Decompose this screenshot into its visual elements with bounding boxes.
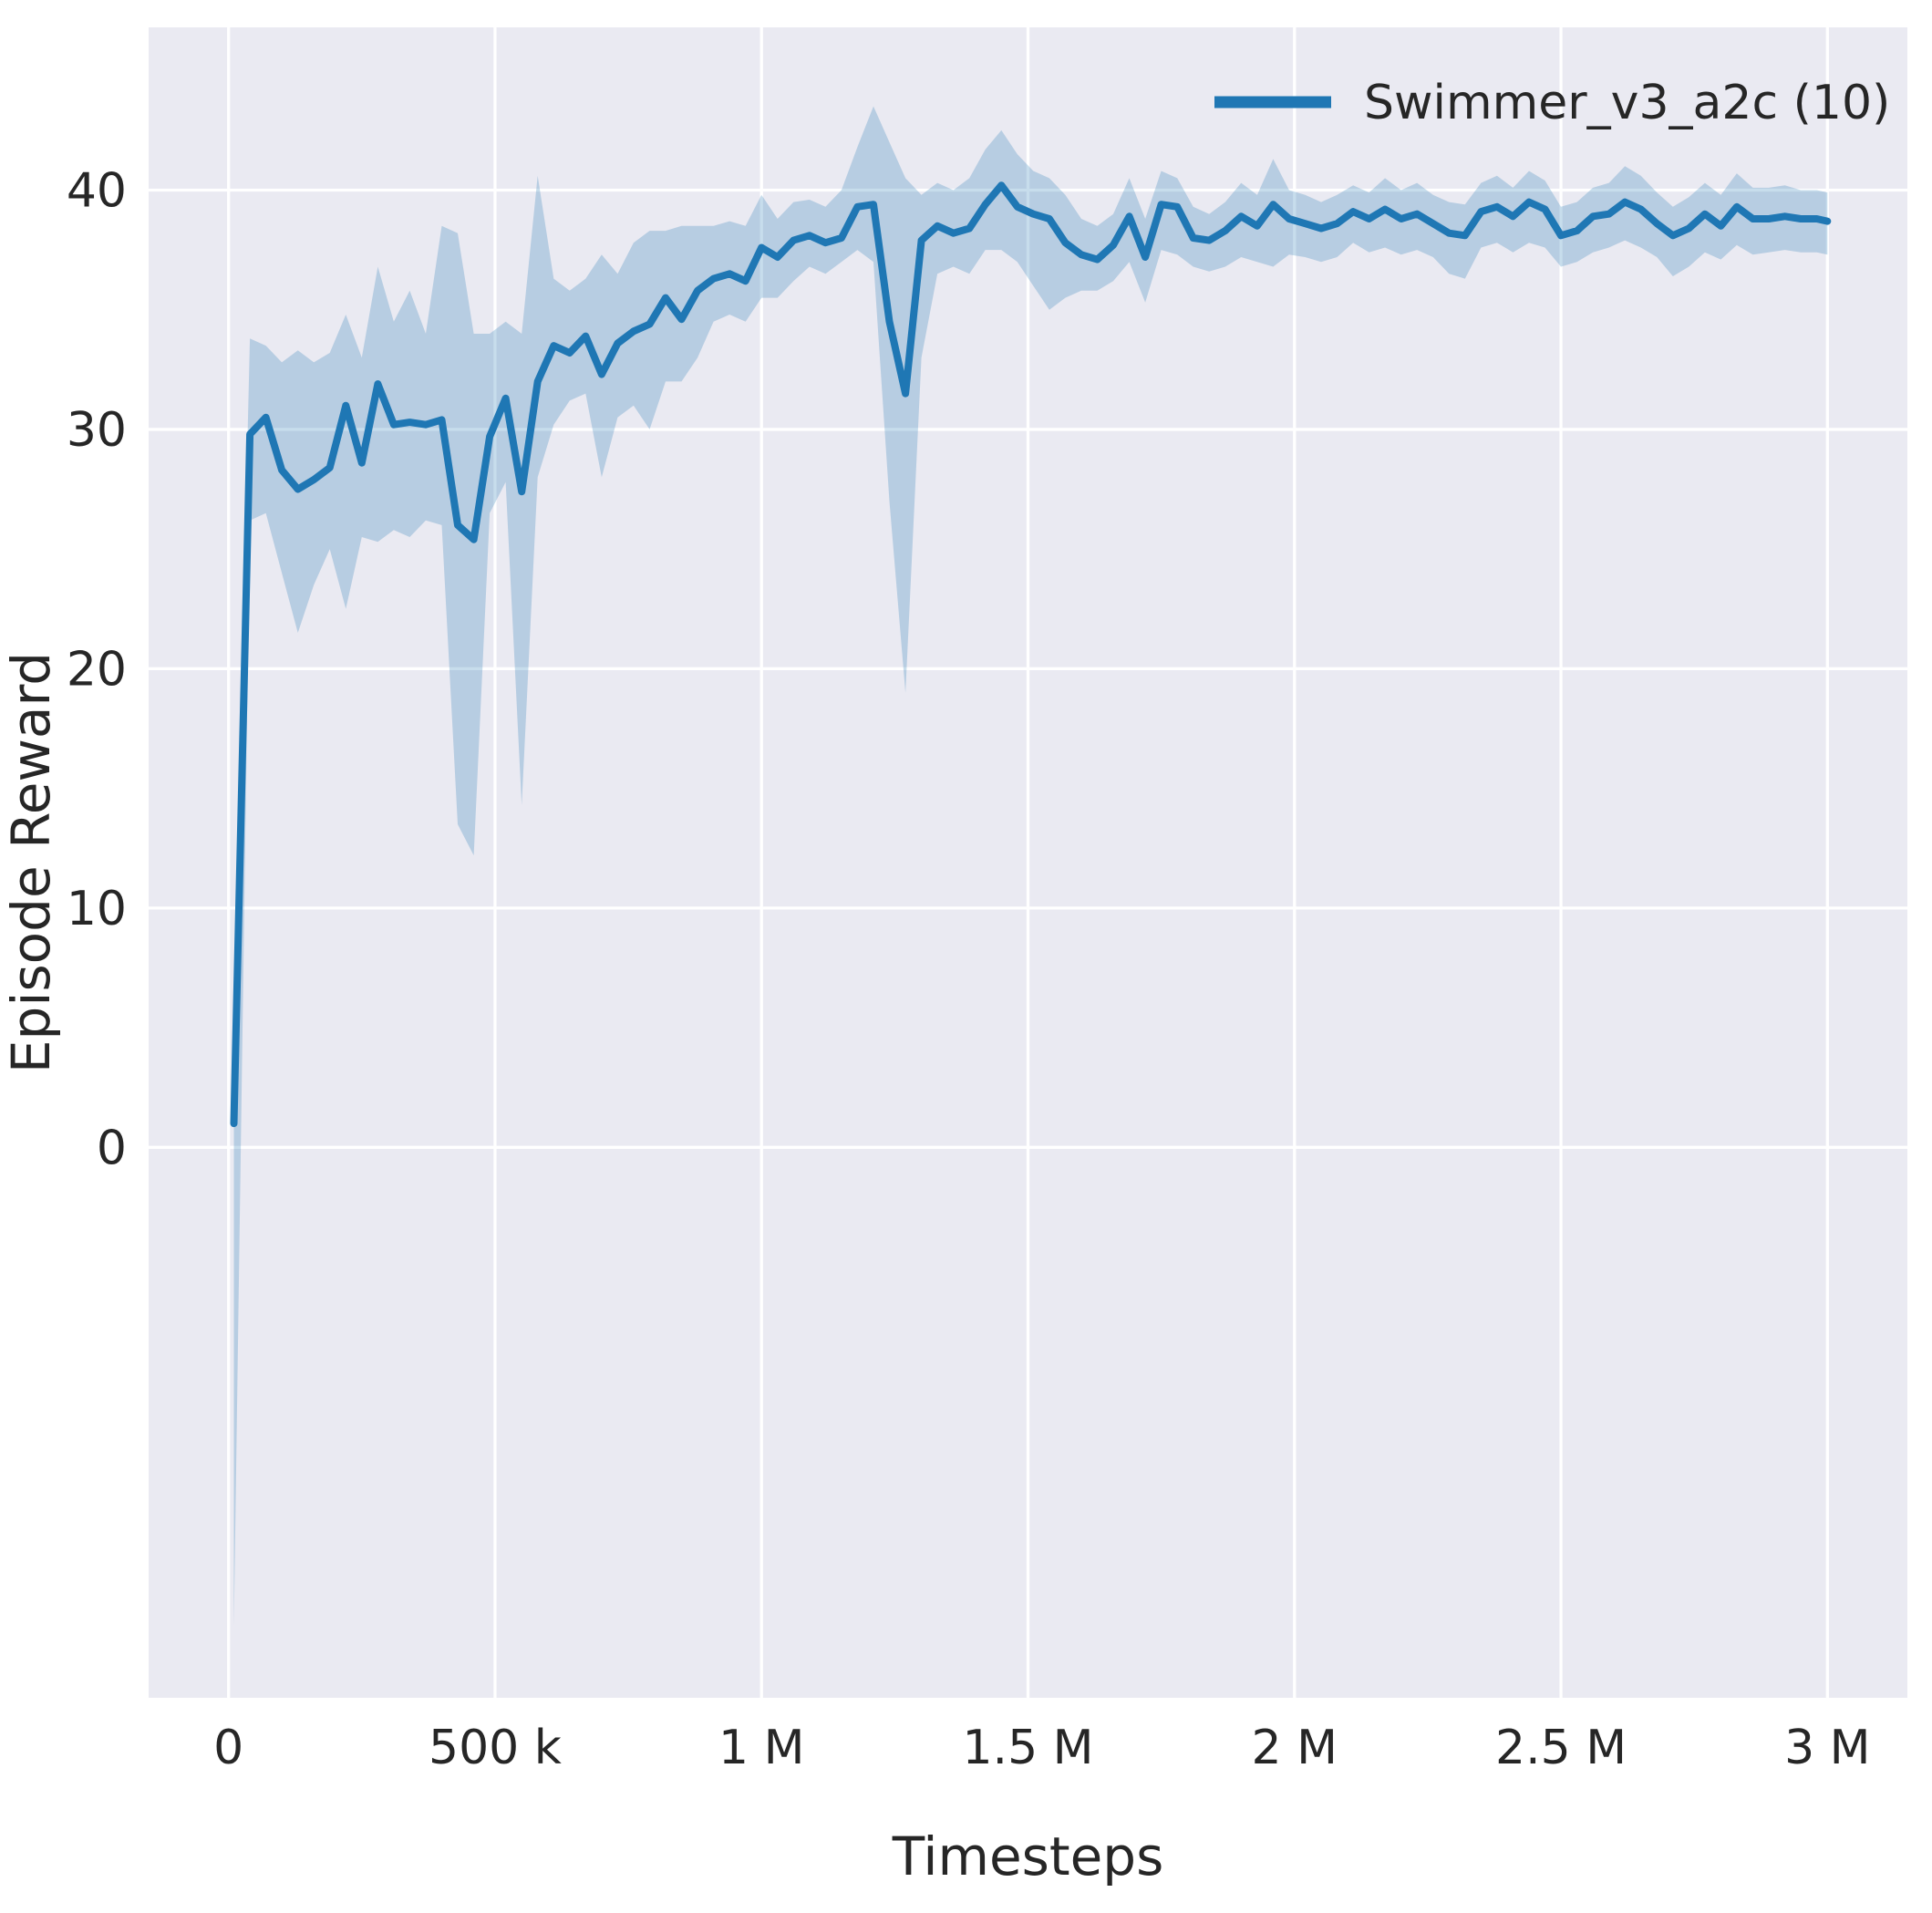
y-axis-label: Episode Reward: [0, 652, 62, 1073]
legend: Swimmer_v3_a2c (10): [1214, 76, 1890, 130]
x-tick-label: 1.5 M: [962, 1721, 1093, 1775]
y-tick-label: 20: [67, 642, 127, 697]
x-tick-label: 1 M: [718, 1721, 804, 1775]
y-tick-label: 0: [97, 1121, 127, 1175]
y-tick-label: 40: [67, 163, 127, 218]
confidence-band: [233, 106, 1828, 1627]
x-tick-label: 3 M: [1784, 1721, 1870, 1775]
x-tick-label: 2 M: [1252, 1721, 1338, 1775]
y-tick-label: 30: [67, 403, 127, 458]
mean-line: [230, 181, 1832, 1128]
x-tick-label: 2.5 M: [1495, 1721, 1627, 1775]
x-tick-label: 500 k: [429, 1721, 562, 1775]
x-tick-label: 0: [213, 1721, 243, 1775]
x-axis-label: Timesteps: [892, 1825, 1164, 1887]
legend-label: Swimmer_v3_a2c (10): [1364, 76, 1890, 130]
y-tick-label: 10: [67, 882, 127, 936]
